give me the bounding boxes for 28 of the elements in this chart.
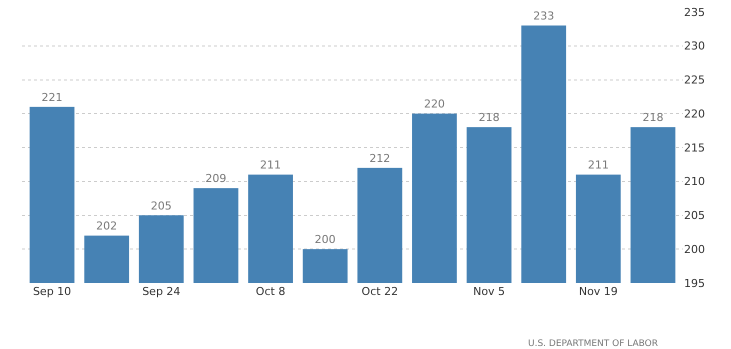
data-label: 220 bbox=[424, 98, 445, 111]
x-tick-label: Oct 22 bbox=[362, 285, 398, 298]
data-label: 202 bbox=[96, 220, 118, 233]
x-tick-label: Sep 10 bbox=[32, 285, 72, 298]
y-tick-label: 200 bbox=[684, 242, 705, 256]
x-tick-label: Oct 8 bbox=[256, 285, 286, 298]
data-label: 211 bbox=[588, 158, 609, 172]
data-label: 221 bbox=[42, 90, 63, 104]
data-label: 211 bbox=[260, 158, 282, 172]
y-tick-label: 225 bbox=[684, 74, 705, 87]
data-label: 218 bbox=[642, 111, 664, 124]
y-tick-label: 235 bbox=[684, 6, 705, 19]
y-tick-label: 195 bbox=[684, 276, 705, 290]
data-label: 218 bbox=[478, 111, 500, 124]
y-tick-label: 215 bbox=[684, 141, 705, 154]
data-label: 233 bbox=[533, 10, 554, 23]
y-tick-label: 230 bbox=[684, 40, 705, 53]
y-tick-label: 210 bbox=[684, 175, 705, 188]
data-label: 200 bbox=[314, 233, 336, 246]
x-tick-label: Nov 19 bbox=[578, 285, 618, 298]
y-tick-label: 205 bbox=[684, 209, 705, 222]
data-label: 209 bbox=[205, 172, 226, 186]
text: U.S. DEPARTMENT OF LABOR bbox=[528, 339, 658, 349]
data-label: 212 bbox=[369, 152, 390, 165]
x-tick-label: Nov 5 bbox=[473, 285, 506, 298]
data-label: 205 bbox=[150, 199, 172, 212]
x-tick-label: Sep 24 bbox=[142, 285, 180, 298]
y-tick-label: 220 bbox=[684, 107, 705, 120]
